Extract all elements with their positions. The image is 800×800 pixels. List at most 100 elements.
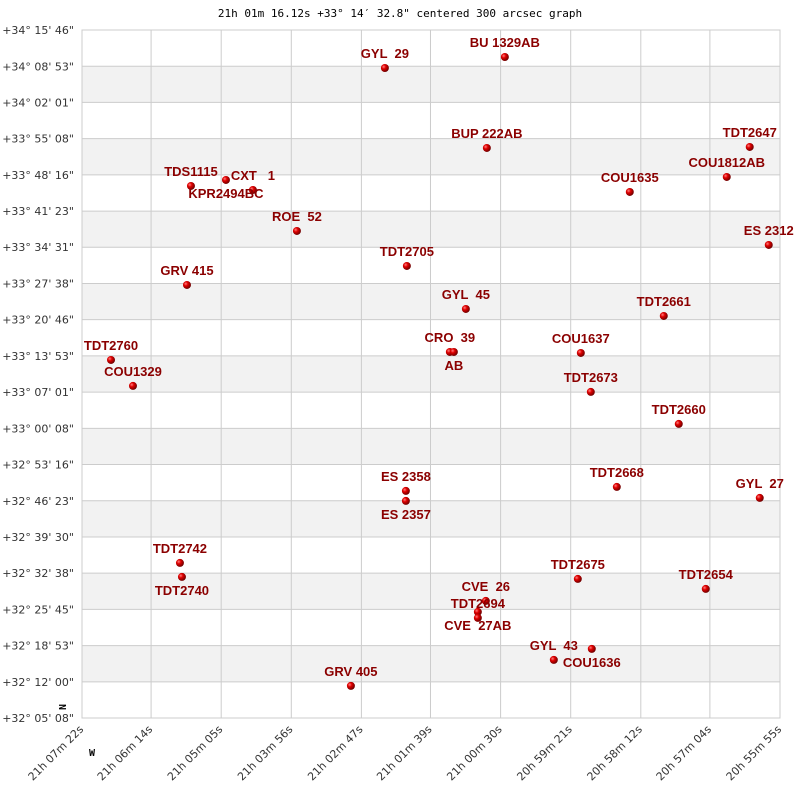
star-label: GYL 29 (361, 46, 409, 61)
grid-band (82, 645, 780, 682)
star-label: TDS1115 (164, 164, 218, 179)
star-label: CVE 27AB (444, 618, 511, 633)
star-point (248, 185, 257, 194)
star-label: TDT2742 (153, 541, 207, 556)
chart-title: 21h 01m 16.12s +33° 14′ 32.8" centered 3… (218, 7, 582, 20)
star-point (755, 493, 764, 502)
y-tick-label: +33° 07' 01" (2, 386, 74, 399)
star-label: COU1329 (104, 364, 162, 379)
star-point (401, 486, 410, 495)
star-label: TDT2660 (652, 402, 706, 417)
star-point (221, 175, 230, 184)
star-label: AB (444, 358, 463, 373)
star-label: ROE 52 (272, 209, 322, 224)
star-point (674, 419, 683, 428)
x-axis-ticks: 21h 07m 22s 21h 06m 14s 21h 05m 05s 21h 03m… (26, 723, 785, 784)
star-point (380, 63, 389, 72)
y-tick-label: +32° 39' 30" (2, 531, 74, 544)
y-tick-label: +33° 13' 53" (2, 350, 74, 363)
star-label: ES 2357 (381, 507, 431, 522)
star-label: TDT2705 (380, 244, 434, 259)
west-indicator: W (89, 748, 96, 759)
y-tick-label: +34° 08' 53" (2, 60, 74, 73)
x-tick-label: 20h 57m 04s (654, 723, 715, 784)
star-labels: GYL 29 BU 1329AB BUP 222AB TDT2647 COU1812AB… (84, 35, 794, 679)
star-point (402, 261, 411, 270)
y-tick-label: +32° 32' 38" (2, 567, 74, 580)
y-tick-label: +32° 12' 00" (2, 676, 74, 689)
star-point (473, 613, 482, 622)
star-point (576, 348, 585, 357)
grid-band (82, 211, 780, 248)
star-label: CVE 26 (462, 579, 510, 594)
grid-band (82, 573, 780, 610)
y-tick-label: +33° 41' 23" (2, 205, 74, 218)
star-point (549, 655, 558, 664)
star-label: TDT2760 (84, 338, 138, 353)
x-tick-label: 20h 59m 21s (514, 723, 575, 784)
star-label: TDT2694 (451, 596, 506, 611)
star-point (586, 387, 595, 396)
star-label: BUP 222AB (451, 126, 522, 141)
star-point (449, 347, 458, 356)
star-label: KPR2494BC (188, 186, 264, 201)
plot-frame (81, 29, 781, 719)
star-label: ES 2358 (381, 469, 431, 484)
y-tick-label: +32° 18' 53" (2, 640, 74, 653)
star-point (745, 142, 754, 151)
star-point (573, 574, 582, 583)
star-point (401, 496, 410, 505)
x-tick-label: 20h 55m 55s (724, 723, 785, 784)
star-point (292, 226, 301, 235)
star-points (106, 52, 773, 690)
star-label: GYL 45 (442, 287, 490, 302)
star-point (625, 187, 634, 196)
star-point (659, 311, 668, 320)
grid-bands (82, 66, 780, 682)
star-point (106, 355, 115, 364)
star-label: GYL 27 (736, 476, 784, 491)
star-point (175, 558, 184, 567)
x-tick-label: 20h 58m 12s (585, 723, 646, 784)
grid-band (82, 355, 780, 393)
y-tick-label: +33° 00' 08" (2, 422, 74, 435)
star-point (482, 143, 491, 152)
star-label: TDT2654 (679, 567, 734, 582)
grid-band (82, 66, 780, 103)
star-point (612, 482, 621, 491)
y-tick-label: +33° 48' 16" (2, 169, 74, 182)
star-point (186, 181, 195, 190)
star-label: CRO 39 (425, 330, 476, 345)
y-tick-label: +34° 15' 46" (2, 24, 74, 37)
x-tick-label: 21h 05m 05s (165, 723, 226, 784)
star-point (182, 280, 191, 289)
y-tick-label: +34° 02' 01" (2, 96, 74, 109)
star-label: TDT2675 (551, 557, 605, 572)
star-label: BU 1329AB (470, 35, 540, 50)
star-label: TDT2647 (723, 125, 777, 140)
star-label: GRV 415 (160, 263, 213, 278)
star-point (481, 596, 490, 605)
x-tick-label: 21h 06m 14s (95, 723, 156, 784)
y-tick-label: +32° 46' 23" (2, 495, 74, 508)
star-point (701, 584, 710, 593)
y-tick-label: +33° 20' 46" (2, 314, 74, 327)
star-label: COU1636 (563, 655, 621, 670)
grid-band (82, 500, 780, 538)
star-point (587, 644, 596, 653)
star-point (722, 172, 731, 181)
star-point (346, 681, 355, 690)
star-point (500, 52, 509, 61)
y-tick-label: +32° 25' 45" (2, 603, 74, 616)
star-label: GRV 405 (324, 664, 377, 679)
star-point (764, 240, 773, 249)
star-point (177, 572, 186, 581)
star-label: CXT 1 (231, 168, 275, 183)
x-tick-label: 21h 01m 39s (374, 723, 435, 784)
grid-band (82, 428, 780, 465)
y-tick-label: +33° 27' 38" (2, 278, 74, 291)
star-point (473, 607, 482, 616)
x-tick-label: 21h 00m 30s (444, 723, 505, 784)
x-tick-label: 21h 02m 47s (305, 723, 366, 784)
